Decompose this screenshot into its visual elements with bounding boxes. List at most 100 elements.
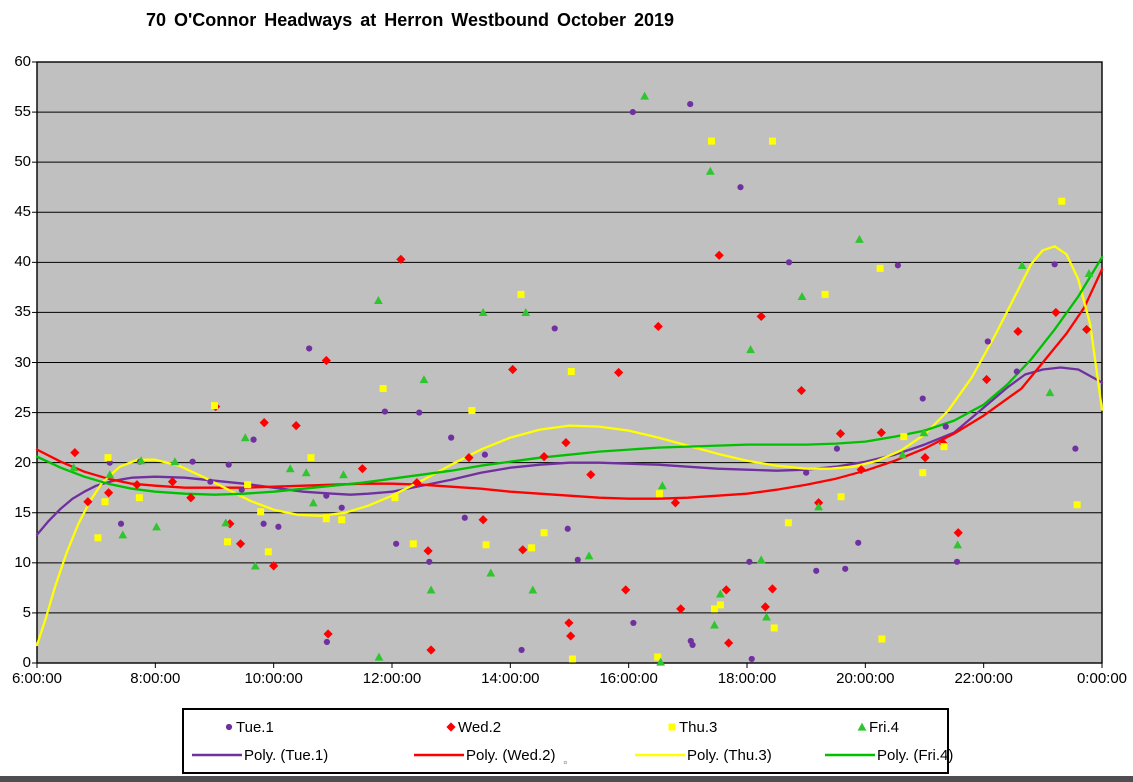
marker-tue-1 [689, 641, 696, 649]
marker-fri-4 [898, 450, 908, 459]
x-axis-tick-label: 16:00:00 [599, 670, 658, 687]
marker-fri-4 [301, 468, 311, 477]
x-axis-tick-label: 6:00:00 [11, 670, 63, 687]
marker-tue-1 [737, 184, 744, 191]
marker-wed-2 [614, 367, 624, 378]
chart-title: 70 O'Connor Headways at Herron Westbound… [145, 10, 675, 30]
marker-wed-2 [423, 546, 433, 556]
marker-wed-2 [70, 448, 80, 458]
marker-thu-3 [878, 635, 886, 643]
x-axis-tick-label: 22:00:00 [954, 670, 1013, 687]
legend-item-thu-3: Thu.3 [627, 718, 842, 738]
marker-thu-3 [716, 601, 724, 609]
marker-fri-4 [762, 612, 771, 621]
marker-wed-2 [586, 470, 596, 480]
marker-thu-3 [710, 605, 718, 613]
legend-label: Poly. (Thu.3) [687, 747, 772, 764]
x-axis-tick-label: 14:00:00 [481, 670, 540, 687]
legend-label: Poly. (Wed.2) [466, 747, 556, 764]
marker-fri-4 [855, 234, 864, 243]
marker-wed-2 [670, 498, 681, 508]
degree-glyph: ° [563, 758, 568, 772]
marker-tue-1 [1072, 445, 1079, 452]
marker-fri-4 [373, 295, 383, 304]
legend-label: Poly. (Tue.1) [244, 747, 329, 764]
marker-wed-2 [235, 539, 246, 549]
marker-thu-3 [784, 519, 792, 527]
marker-wed-2 [724, 638, 734, 648]
marker-fri-4 [308, 498, 318, 507]
marker-thu-3 [307, 454, 315, 462]
marker-wed-2 [412, 478, 422, 488]
marker-thu-3 [940, 443, 948, 451]
marker-fri-4 [797, 291, 807, 300]
marker-wed-2 [721, 585, 731, 595]
marker-fri-4 [953, 540, 963, 549]
marker-tue-1 [1013, 368, 1020, 375]
marker-wed-2 [321, 355, 331, 366]
marker-thu-3 [1058, 197, 1066, 205]
marker-tue-1 [461, 514, 468, 521]
x-axis-tick-label: 8:00:00 [130, 670, 181, 687]
marker-thu-3 [257, 508, 265, 516]
trendline-poly-wed-2 [35, 268, 1104, 500]
marker-tue-1 [393, 540, 400, 547]
marker-tue-1 [833, 445, 841, 452]
footer-strip [0, 776, 1133, 782]
marker-tue-1 [785, 259, 793, 266]
marker-tue-1 [323, 492, 330, 499]
marker-thu-3 [821, 290, 829, 298]
marker-tue-1 [564, 525, 571, 532]
y-axis-tick-label: 5 [22, 603, 31, 621]
marker-fri-4 [221, 518, 231, 527]
marker-fri-4 [240, 433, 250, 442]
marker-fri-4 [746, 345, 755, 354]
marker-fri-4 [339, 470, 348, 479]
x-axis-tick-label: 18:00:00 [717, 670, 777, 687]
marker-wed-2 [539, 452, 549, 462]
marker-wed-2 [426, 645, 436, 655]
marker-thu-3 [568, 655, 576, 663]
marker-tue-1 [260, 520, 267, 527]
marker-wed-2 [464, 453, 474, 463]
marker-tue-1 [855, 539, 862, 546]
circle-marker-icon [225, 723, 233, 731]
marker-tue-1 [746, 558, 753, 565]
marker-wed-2 [225, 519, 235, 529]
marker-tue-1 [225, 461, 232, 468]
x-axis-tick-label: 20:00:00 [836, 670, 895, 687]
marker-tue-1 [551, 325, 558, 332]
marker-thu-3 [517, 290, 525, 298]
legend-item-poly-wed-2: Poly. (Wed.2) [406, 746, 621, 766]
marker-wed-2 [323, 629, 333, 639]
legend-label: Wed.2 [458, 719, 502, 736]
y-axis-tick-label: 50 [14, 153, 31, 171]
marker-wed-2 [653, 321, 663, 332]
legend-item-fri-4: Fri.4 [817, 718, 1032, 738]
marker-fri-4 [478, 308, 488, 317]
marker-fri-4 [656, 657, 666, 666]
marker-thu-3 [379, 385, 387, 393]
marker-tue-1 [207, 478, 214, 485]
y-axis-tick-label: 30 [14, 353, 31, 371]
marker-thu-3 [94, 534, 102, 542]
marker-fri-4 [528, 585, 538, 594]
marker-thu-3 [135, 494, 143, 502]
marker-tue-1 [942, 423, 949, 430]
y-axis-tick-label: 35 [14, 303, 31, 321]
marker-tue-1 [842, 565, 849, 572]
legend-item-wed-2: Wed.2 [406, 718, 621, 738]
marker-thu-3 [768, 137, 776, 145]
marker-fri-4 [152, 522, 161, 531]
marker-fri-4 [69, 463, 79, 472]
marker-tue-1 [426, 558, 433, 565]
trendline-swatch-icon [825, 753, 875, 757]
marker-wed-2 [982, 374, 992, 385]
square-glyph [668, 723, 676, 731]
legend-item-tue-1: Tue.1 [184, 718, 399, 738]
marker-wed-2 [621, 585, 631, 595]
y-axis-tick-label: 0 [22, 654, 31, 671]
marker-tue-1 [518, 646, 525, 654]
marker-thu-3 [322, 515, 330, 523]
marker-wed-2 [760, 602, 770, 612]
